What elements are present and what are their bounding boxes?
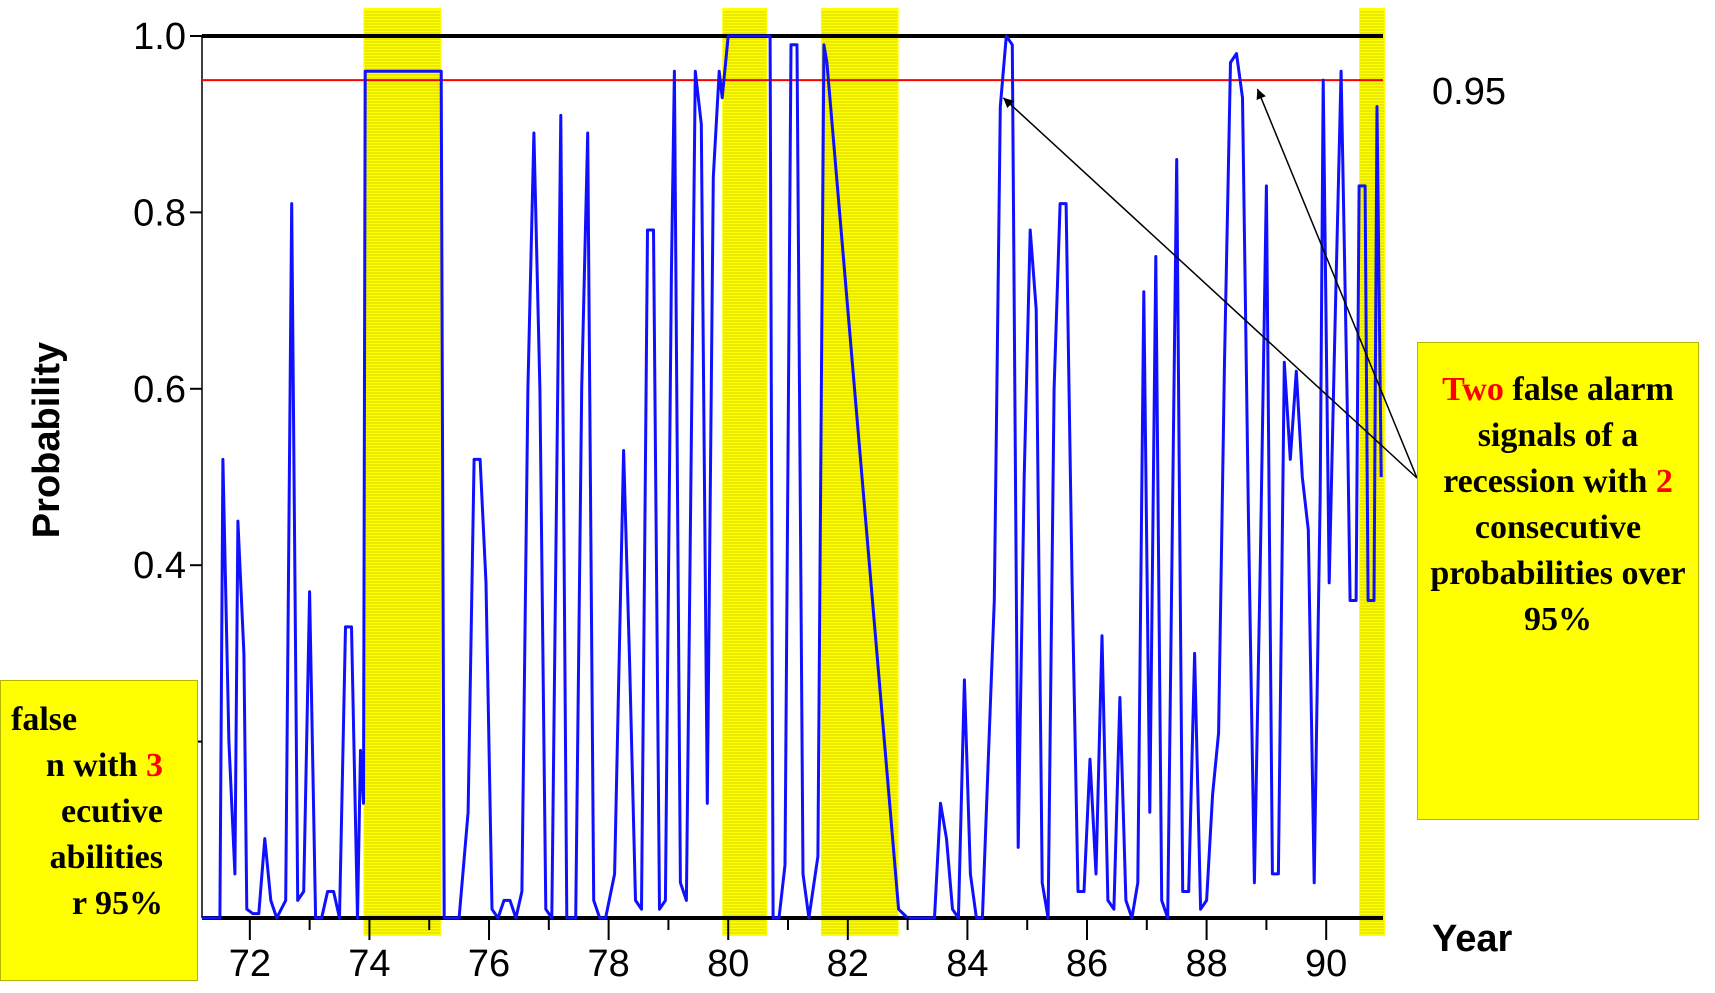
y-tick-label: 0.4	[133, 545, 186, 587]
x-tick-label: 82	[827, 943, 869, 985]
annotation-arrow-1	[1256, 88, 1418, 479]
x-tick-label: 84	[946, 943, 988, 985]
axis-ticks: 0.4 0.6 0.8 1.0 72 74 76 78 80 82 84 86 88 90	[133, 16, 1347, 985]
x-tick-label: 78	[587, 943, 629, 985]
note-emph-count: Two	[1442, 371, 1504, 408]
x-axis-title: Year	[1432, 918, 1513, 960]
x-tick-label: 76	[468, 943, 510, 985]
x-tick-label: 74	[348, 943, 390, 985]
x-tick-label: 80	[707, 943, 749, 985]
y-tick-label: 1.0	[133, 16, 186, 58]
recession-band-1	[722, 8, 768, 936]
recession-band-0	[363, 8, 442, 936]
note-text-tail: consecutive probabilities over 95%	[1430, 509, 1686, 638]
annotation-arrows	[1002, 88, 1418, 479]
y-tick-label: 0.8	[133, 192, 186, 234]
recession-band-2	[820, 8, 899, 936]
note-emph-number: 2	[1655, 463, 1673, 500]
note-left-line-5: r 95%	[72, 885, 163, 922]
probability-series	[202, 34, 1383, 920]
note-text: false alarm signals of a recession with	[1443, 371, 1674, 500]
note-left-line-4: abilities	[49, 839, 163, 876]
x-tick-label: 72	[229, 943, 271, 985]
y-axis-title: Probability	[26, 342, 68, 538]
x-tick-label: 90	[1305, 943, 1347, 985]
x-tick-label: 86	[1066, 943, 1108, 985]
threshold-label: 0.95	[1432, 71, 1506, 113]
x-tick-label: 88	[1185, 943, 1227, 985]
false-alarm-note-left: false n with 3 ecutive abilities r 95%	[0, 680, 198, 981]
annotation-arrow-0	[1002, 97, 1418, 479]
y-tick-label: 0.6	[133, 369, 186, 411]
note-left-line-3: ecutive	[61, 793, 163, 830]
note-left-line-1: false	[11, 701, 78, 738]
recession-shading	[363, 8, 1385, 936]
series-line-0	[202, 34, 1383, 920]
note-left-line-2: n with 3	[45, 747, 163, 784]
plot-frame	[201, 34, 1383, 920]
false-alarm-note-right: Two false alarm signals of a recession w…	[1417, 342, 1699, 820]
